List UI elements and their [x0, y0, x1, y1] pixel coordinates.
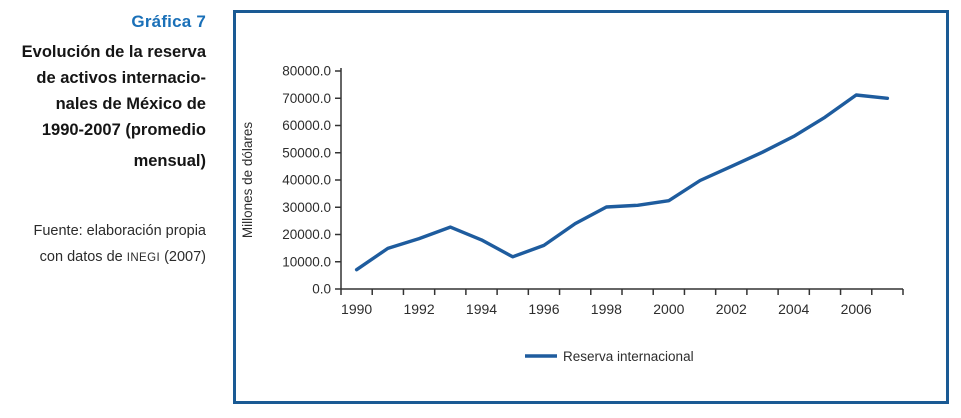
y-tick-label: 80000.0 — [282, 64, 331, 79]
source-text: (2007) — [160, 249, 206, 265]
series-line-reserva-internacional — [354, 93, 890, 272]
y-tick-label: 10000.0 — [282, 254, 331, 269]
legend-label: Reserva internacional — [563, 349, 694, 364]
y-tick-label: 50000.0 — [282, 145, 331, 160]
y-tick-label: 30000.0 — [282, 200, 331, 215]
figure-source-line-2: con datos de INEGI (2007) — [0, 244, 206, 271]
y-tick-label: 0.0 — [312, 282, 331, 297]
y-tick-label: 70000.0 — [282, 91, 331, 106]
x-tick-label: 2002 — [716, 301, 747, 317]
y-axis-ticks: 0.0 10000.0 20000.0 30000.0 40000.0 50000.0 60… — [282, 64, 341, 297]
source-text: con datos de — [39, 249, 127, 265]
y-axis-title: Millones de dólares — [240, 122, 255, 239]
source-org-name: INEGI — [126, 252, 161, 264]
x-tick-label: 1996 — [528, 301, 559, 317]
x-tick-label: 2006 — [841, 301, 872, 317]
x-tick-label: 1992 — [403, 301, 434, 317]
x-tick-label: 1994 — [466, 301, 497, 317]
axes — [340, 68, 903, 290]
x-axis-ticks: 1990 1992 1994 1996 1998 2000 2002 2004 2006 — [340, 289, 904, 317]
figure-title-line: de activos internacio- — [36, 69, 206, 87]
y-tick-label: 60000.0 — [282, 118, 331, 133]
figure-title-line: 1990-2007 (promedio — [41, 121, 206, 139]
figure-title-line: mensual) — [133, 152, 206, 170]
figure-source-line-1: Fuente: elaboración propia — [33, 223, 206, 239]
figure-caption: Gráfica 7 Evolución de la reserva de act… — [0, 0, 206, 271]
figure-title: Evolución de la reserva de activos inter… — [0, 39, 206, 174]
chart-svg: 0.0 10000.0 20000.0 30000.0 40000.0 50000.0 60… — [240, 64, 904, 364]
y-tick-label: 40000.0 — [282, 173, 331, 188]
figure-title-line: nales de México de — [55, 95, 206, 113]
x-tick-label: 1998 — [591, 301, 622, 317]
figure-title-line: Evolución de la reserva — [21, 43, 206, 61]
x-tick-label: 1990 — [341, 301, 372, 317]
chart-panel: 0.0 10000.0 20000.0 30000.0 40000.0 50000.0 60… — [233, 10, 949, 404]
x-tick-label: 2000 — [653, 301, 684, 317]
figure-number: Gráfica 7 — [131, 12, 206, 31]
y-tick-label: 20000.0 — [282, 227, 331, 242]
figure-source: Fuente: elaboración propia con datos de … — [0, 218, 206, 271]
x-tick-label: 2004 — [778, 301, 809, 317]
legend: Reserva internacional — [525, 349, 694, 364]
